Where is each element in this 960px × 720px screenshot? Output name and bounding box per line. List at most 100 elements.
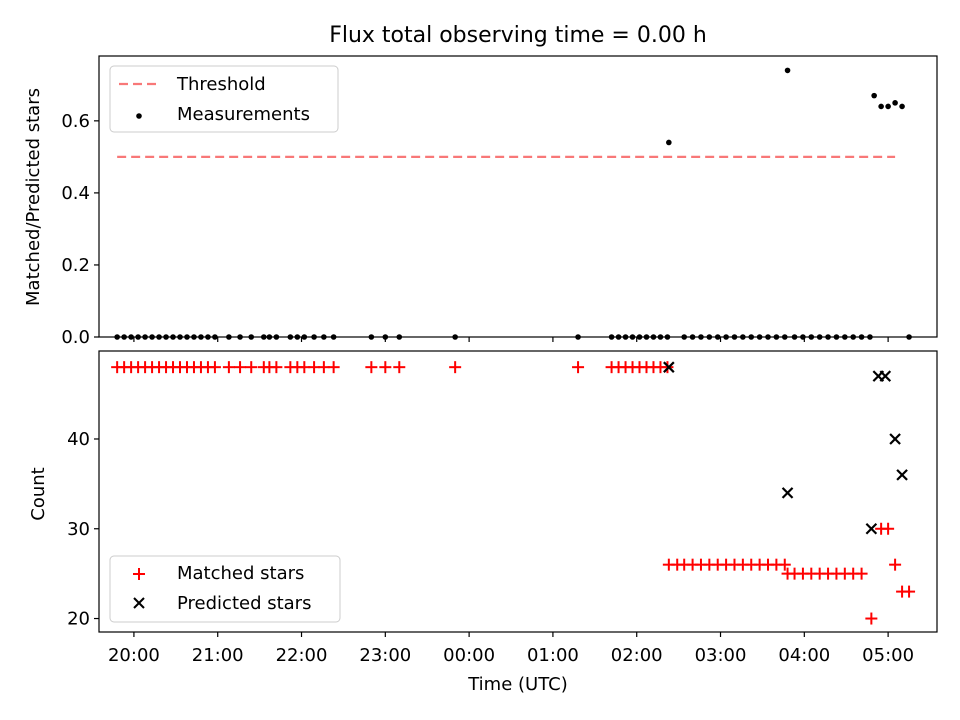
measurement-point bbox=[714, 334, 721, 340]
measurement-point bbox=[706, 334, 713, 340]
ratio-y-tick-label: 0.4 bbox=[61, 183, 90, 204]
measurement-point bbox=[629, 334, 636, 340]
count-plot-frame bbox=[98, 350, 938, 633]
measurement-point bbox=[149, 334, 155, 340]
measurement-points bbox=[114, 67, 912, 340]
matched-star-point bbox=[245, 361, 258, 374]
measurement-point bbox=[452, 334, 458, 340]
ratio-panel: 0.0 0.2 0.4 0.6 Matched/Predicted stars Thr… bbox=[23, 55, 938, 348]
measurement-point bbox=[226, 334, 232, 340]
measurement-point bbox=[321, 334, 327, 340]
chart-title: Flux total observing time = 0.00 h bbox=[329, 23, 707, 48]
measurement-point bbox=[184, 334, 190, 340]
measurement-point bbox=[784, 67, 791, 74]
matched-star-point bbox=[393, 361, 406, 374]
measurement-point bbox=[608, 334, 615, 340]
measurement-point bbox=[273, 334, 280, 340]
predicted-star-point bbox=[889, 433, 901, 445]
count-y-tick-label: 40 bbox=[67, 429, 90, 450]
measurement-point bbox=[878, 103, 884, 110]
matched-star-point bbox=[208, 361, 221, 374]
measurement-point bbox=[142, 334, 148, 340]
matched-star-point bbox=[234, 361, 247, 374]
matched-star-point bbox=[778, 558, 791, 571]
legend-threshold-label: Threshold bbox=[176, 74, 266, 95]
measurement-point bbox=[698, 334, 704, 340]
measurement-point bbox=[287, 334, 294, 340]
measurement-point bbox=[773, 334, 780, 340]
measurement-point bbox=[301, 334, 308, 340]
ratio-plot-frame bbox=[98, 55, 938, 338]
measurement-point bbox=[622, 334, 629, 340]
x-tick-label: 00:00 bbox=[443, 645, 495, 666]
count-panel: 20 30 40 20:00 21:00 22:00 23:00 00:00 01:00 02:… bbox=[28, 350, 938, 695]
measurement-point bbox=[867, 334, 873, 340]
predicted-star-point bbox=[896, 469, 908, 481]
x-tick-label: 03:00 bbox=[695, 645, 747, 666]
matched-star-point bbox=[903, 585, 916, 598]
count-x-ticks: 20:00 21:00 22:00 23:00 00:00 01:00 02:00 03:00… bbox=[108, 632, 914, 666]
measurement-point bbox=[311, 334, 317, 340]
measurement-point bbox=[885, 103, 891, 110]
measurement-point bbox=[248, 334, 255, 340]
matched-star-point bbox=[855, 567, 868, 580]
measurement-point bbox=[871, 92, 877, 99]
legend-predicted-swatch bbox=[133, 597, 145, 609]
ratio-legend: Threshold Measurements bbox=[109, 65, 339, 133]
x-tick-label: 05:00 bbox=[862, 645, 914, 666]
matched-star-point bbox=[572, 361, 585, 374]
measurement-point bbox=[575, 334, 581, 340]
measurement-point bbox=[650, 334, 657, 340]
x-tick-label: 21:00 bbox=[192, 645, 244, 666]
measurement-point bbox=[906, 334, 912, 340]
measurement-point bbox=[237, 334, 243, 340]
matched-star-point bbox=[327, 361, 340, 374]
x-tick-label: 22:00 bbox=[276, 645, 328, 666]
measurement-point bbox=[765, 334, 771, 340]
measurement-point bbox=[261, 334, 267, 340]
measurement-point bbox=[748, 334, 755, 340]
measurement-point bbox=[330, 334, 337, 340]
count-y-ticks: 20 30 40 bbox=[67, 429, 99, 630]
measurement-point bbox=[212, 334, 218, 340]
predicted-star-point bbox=[781, 487, 794, 499]
predicted-star-point bbox=[663, 361, 675, 373]
x-axis-label: Time (UTC) bbox=[467, 674, 568, 695]
ratio-y-tick-label: 0.6 bbox=[61, 111, 90, 132]
matched-star-point bbox=[882, 522, 895, 535]
count-y-tick-label: 20 bbox=[67, 609, 90, 630]
measurement-point bbox=[643, 334, 650, 340]
measurement-point bbox=[664, 334, 671, 340]
matched-star-point bbox=[270, 361, 283, 374]
measurement-point bbox=[756, 334, 763, 340]
matched-star-point bbox=[379, 361, 392, 374]
measurement-point bbox=[396, 334, 403, 340]
legend-measurements-label: Measurements bbox=[177, 104, 310, 125]
measurement-point bbox=[156, 334, 162, 340]
measurement-point bbox=[899, 103, 905, 110]
ratio-x-ticks bbox=[133, 337, 889, 342]
matched-star-point bbox=[865, 612, 878, 625]
measurement-point bbox=[681, 334, 688, 340]
ratio-y-tick-label: 0.0 bbox=[61, 327, 90, 348]
count-y-axis-label: Count bbox=[28, 467, 49, 520]
ratio-y-tick-label: 0.2 bbox=[61, 255, 90, 276]
legend-measurements-swatch bbox=[136, 113, 142, 119]
legend-predicted-label: Predicted stars bbox=[177, 593, 311, 614]
measurement-point bbox=[666, 139, 672, 146]
matched-stars-points bbox=[111, 361, 916, 625]
matched-star-point bbox=[365, 361, 378, 374]
measurement-point bbox=[128, 334, 134, 340]
measurement-point bbox=[368, 334, 375, 340]
measurement-point bbox=[636, 334, 643, 340]
matched-star-point bbox=[222, 361, 235, 374]
measurement-point bbox=[858, 334, 865, 340]
measurement-point bbox=[114, 334, 120, 340]
measurement-point bbox=[294, 334, 301, 340]
predicted-stars-points bbox=[663, 361, 908, 535]
measurement-point bbox=[740, 334, 746, 340]
count-legend: Matched stars Predicted stars bbox=[109, 555, 341, 623]
measurement-point bbox=[657, 334, 664, 340]
measurement-point bbox=[198, 334, 204, 340]
